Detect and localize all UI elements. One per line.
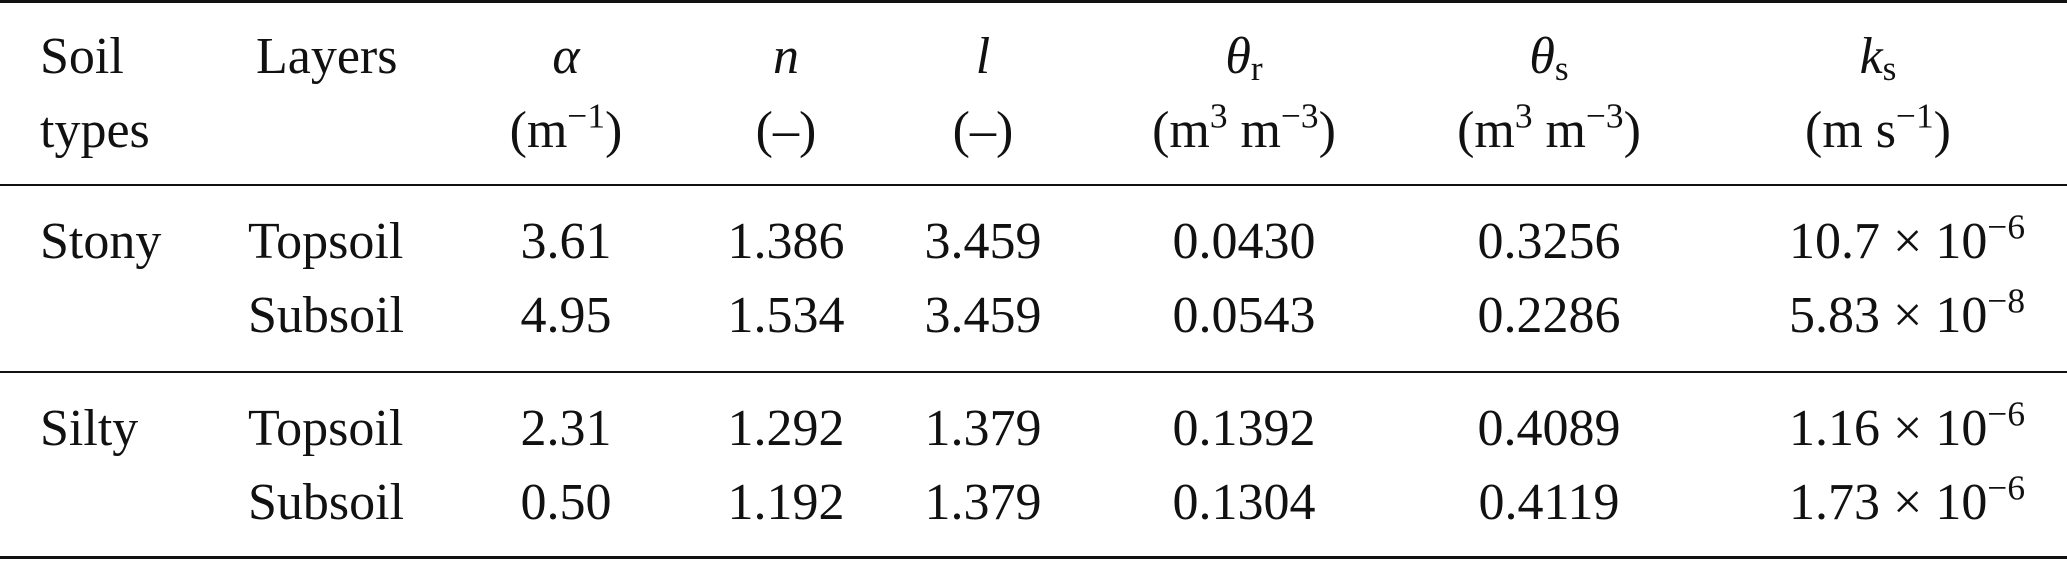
row-4-theta-s: 0.4119 bbox=[1478, 474, 1620, 531]
row-1-l: 3.459 bbox=[924, 213, 1042, 270]
row-1-layer: Topsoil bbox=[248, 213, 404, 270]
row-4-alpha: 0.50 bbox=[520, 474, 612, 531]
row-1-theta-r: 0.0430 bbox=[1172, 213, 1316, 270]
header-theta-r-unit: (m3 m−3) bbox=[1152, 95, 1336, 159]
header-n-unit: (–) bbox=[755, 102, 817, 159]
row-3-theta-s: 0.4089 bbox=[1477, 400, 1621, 457]
header-alpha-unit: (m−1) bbox=[509, 95, 623, 159]
header-layers: Layers bbox=[256, 28, 398, 85]
row-4-ks: 1.73 × 10−6 bbox=[1789, 467, 2025, 531]
header-theta-s: θs bbox=[1529, 28, 1569, 89]
row-2-ks: 5.83 × 10−8 bbox=[1789, 280, 2025, 344]
row-1-soil-type: Stony bbox=[40, 213, 162, 270]
row-3-layer: Topsoil bbox=[248, 400, 404, 457]
row-2-alpha: 4.95 bbox=[520, 287, 612, 344]
top-rule bbox=[0, 0, 2067, 3]
row-4-theta-r: 0.1304 bbox=[1172, 474, 1316, 531]
row-3-soil-type: Silty bbox=[40, 400, 139, 457]
row-1-alpha: 3.61 bbox=[520, 213, 612, 270]
row-2-theta-s: 0.2286 bbox=[1477, 287, 1621, 344]
group-rule bbox=[0, 371, 2067, 373]
header-theta-s-unit: (m3 m−3) bbox=[1457, 95, 1641, 159]
header-ks: ks bbox=[1859, 28, 1897, 89]
row-2-layer: Subsoil bbox=[248, 287, 405, 344]
header-soil-types-line1: Soil bbox=[40, 28, 124, 85]
header-rule bbox=[0, 184, 2067, 186]
row-1-theta-s: 0.3256 bbox=[1477, 213, 1621, 270]
row-3-ks: 1.16 × 10−6 bbox=[1789, 393, 2025, 457]
row-2-n: 1.534 bbox=[727, 287, 845, 344]
header-soil-types-line2: types bbox=[40, 102, 150, 159]
row-1-ks: 10.7 × 10−6 bbox=[1789, 206, 2025, 270]
header-n: n bbox=[773, 28, 799, 85]
bottom-rule bbox=[0, 556, 2067, 559]
row-3-n: 1.292 bbox=[727, 400, 845, 457]
header-alpha: α bbox=[552, 28, 580, 85]
header-theta-r: θr bbox=[1225, 28, 1263, 89]
row-4-l: 1.379 bbox=[924, 474, 1042, 531]
header-ks-unit: (m s−1) bbox=[1805, 95, 1951, 159]
row-2-l: 3.459 bbox=[924, 287, 1042, 344]
header-l: l bbox=[975, 28, 991, 85]
row-2-theta-r: 0.0543 bbox=[1172, 287, 1316, 344]
row-4-n: 1.192 bbox=[727, 474, 845, 531]
header-l-unit: (–) bbox=[952, 102, 1014, 159]
row-4-layer: Subsoil bbox=[248, 474, 405, 531]
row-3-l: 1.379 bbox=[924, 400, 1042, 457]
row-3-alpha: 2.31 bbox=[520, 400, 612, 457]
row-1-n: 1.386 bbox=[727, 213, 845, 270]
row-3-theta-r: 0.1392 bbox=[1172, 400, 1316, 457]
